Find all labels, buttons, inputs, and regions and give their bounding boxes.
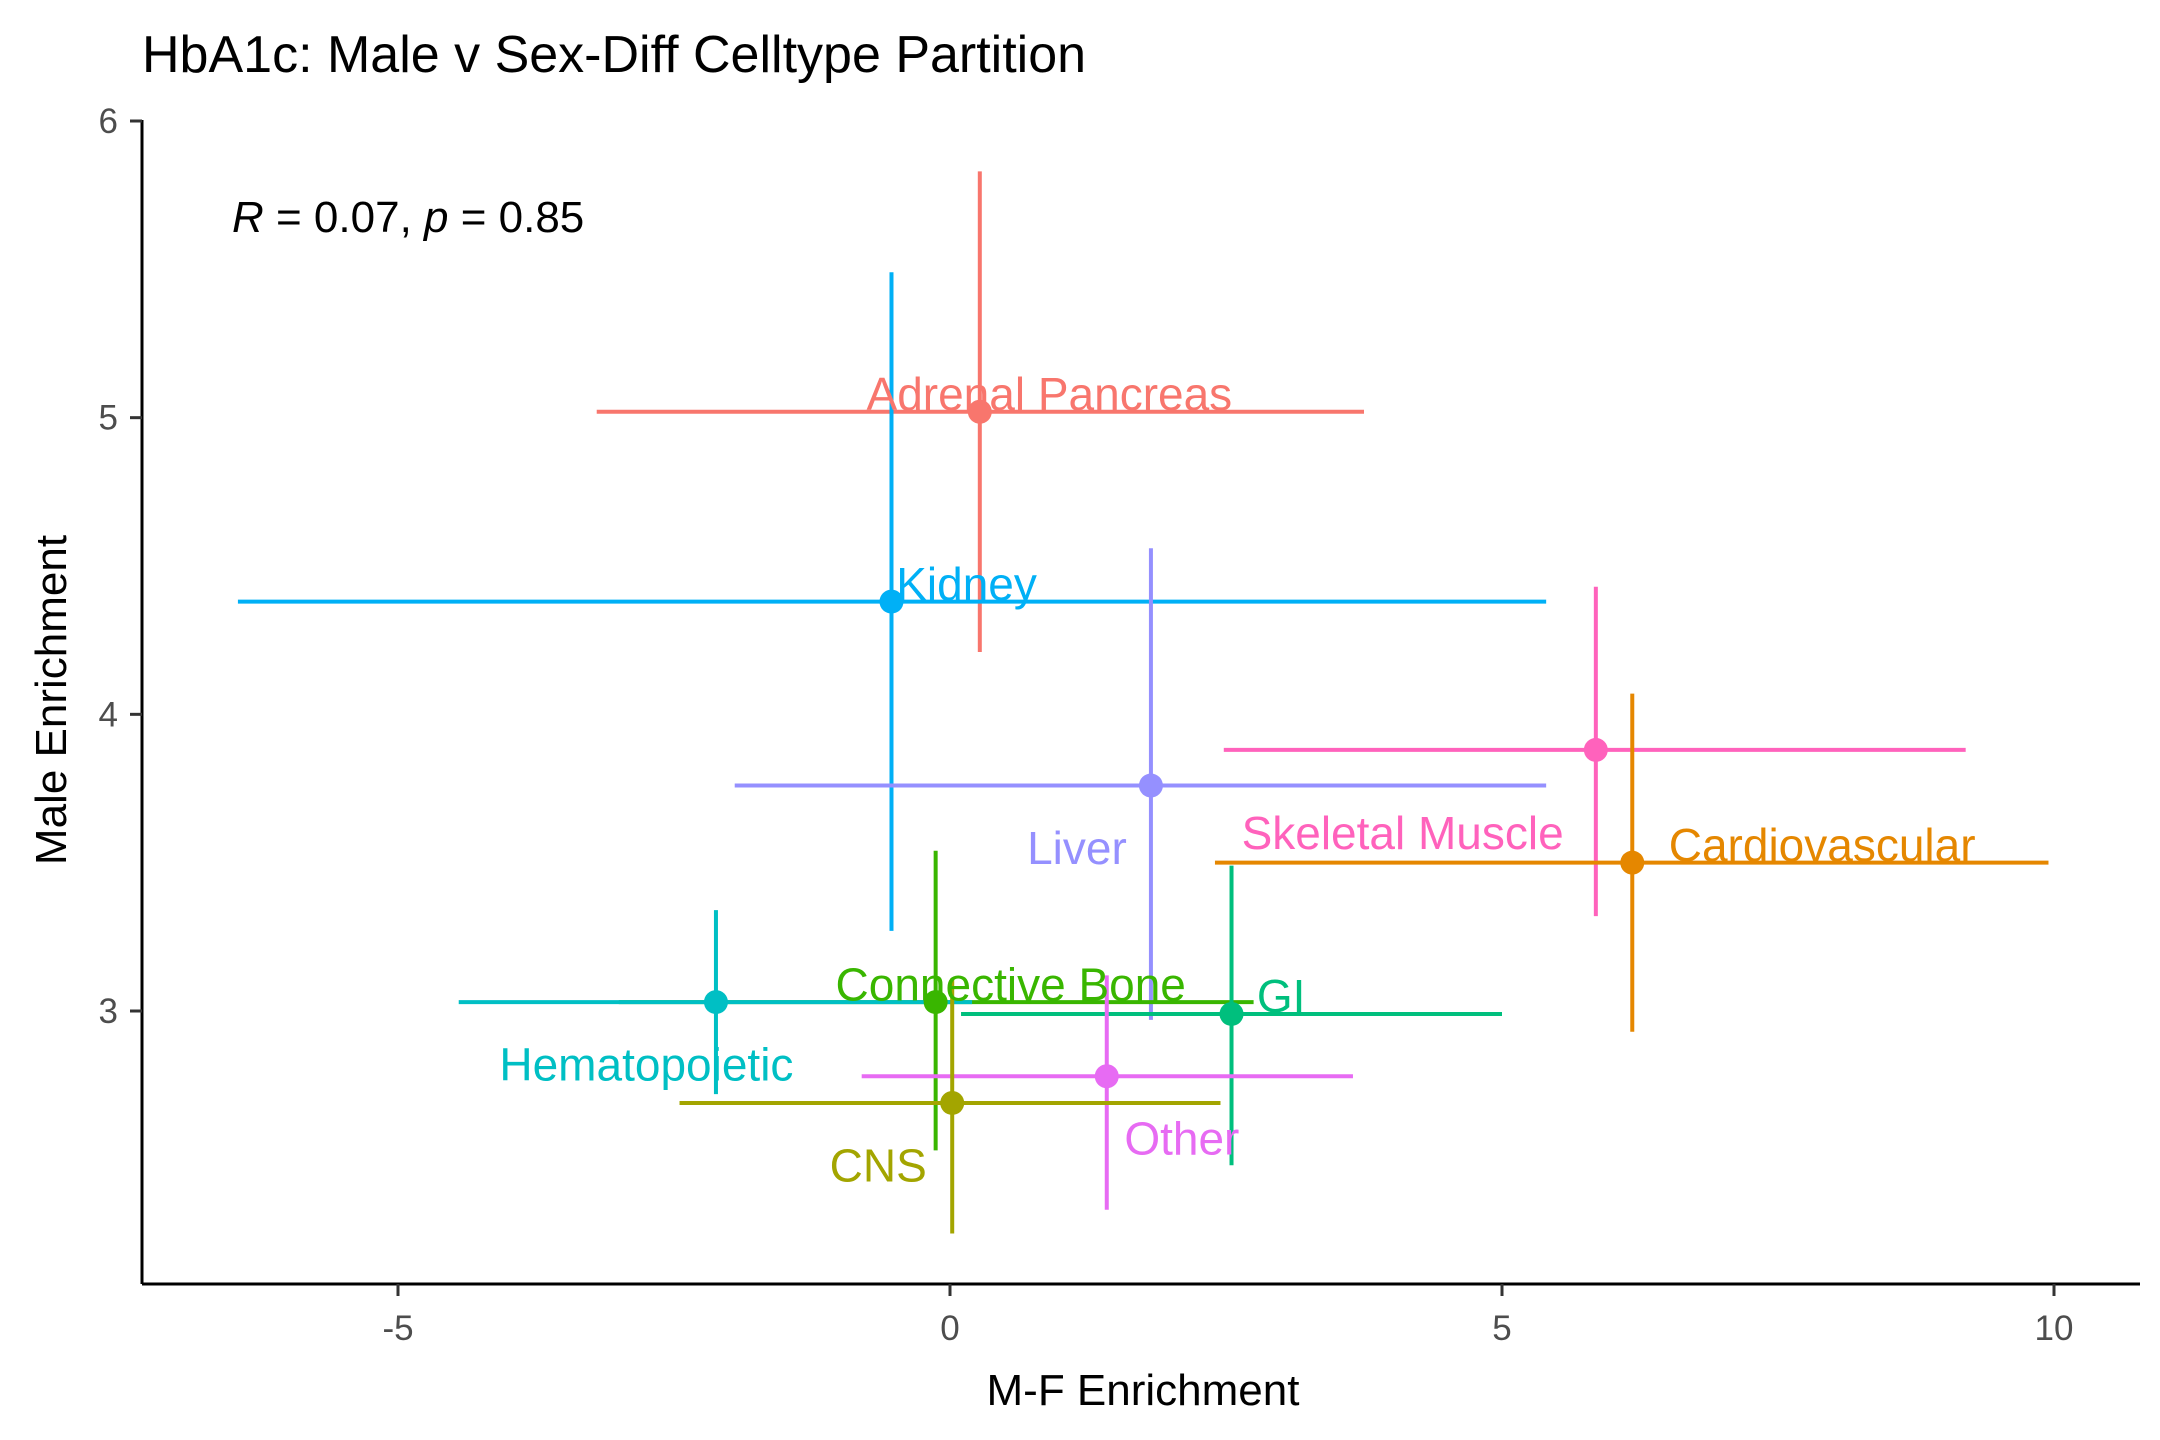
point-skeletal-muscle xyxy=(1583,737,1608,762)
p-symbol: p xyxy=(422,193,448,242)
point-labels: Adrenal Pancreas Kidney Liver Skeletal Musc… xyxy=(499,368,1975,1191)
point-label-kidney: Kidney xyxy=(896,558,1037,610)
point-label-adrenal-pancreas: Adrenal Pancreas xyxy=(867,368,1233,420)
r-value: = 0.07, xyxy=(264,193,424,242)
axes: -5 0 5 10 3 4 5 6 xyxy=(99,102,2140,1348)
point-cns xyxy=(940,1090,965,1115)
p-value: = 0.85 xyxy=(449,193,585,242)
y-axis-title: Male Enrichment xyxy=(27,535,76,865)
data-points xyxy=(703,399,1645,1115)
y-ticks: 3 4 5 6 xyxy=(99,102,142,1031)
point-hematopoietic xyxy=(703,990,728,1015)
chart-title: HbA1c: Male v Sex-Diff Celltype Partitio… xyxy=(142,26,1086,84)
point-connective-bone xyxy=(923,990,948,1015)
x-tick-label: 10 xyxy=(2035,1309,2074,1348)
point-label-other: Other xyxy=(1124,1113,1239,1165)
point-label-hematopoietic: Hematopoietic xyxy=(499,1038,793,1090)
point-label-cardiovascular: Cardiovascular xyxy=(1669,819,1976,871)
point-kidney xyxy=(879,589,904,614)
x-axis-title: M-F Enrichment xyxy=(987,1366,1300,1415)
y-tick-label: 5 xyxy=(99,399,118,438)
point-label-connective-bone: Connective Bone xyxy=(836,958,1186,1010)
svg-text:R = 0.07, p = 0.85: R = 0.07, p = 0.85 xyxy=(232,193,584,242)
x-tick-label: 5 xyxy=(1492,1309,1511,1348)
x-ticks: -5 0 5 10 xyxy=(382,1284,2073,1348)
point-adrenal-pancreas xyxy=(967,399,992,424)
annotation: R = 0.07, p = 0.85 xyxy=(232,193,584,242)
point-label-skeletal-muscle: Skeletal Muscle xyxy=(1242,807,1564,859)
x-tick-label: 0 xyxy=(940,1309,959,1348)
y-tick-label: 3 xyxy=(99,992,118,1031)
point-label-cns: CNS xyxy=(830,1139,927,1191)
point-other xyxy=(1094,1064,1119,1089)
point-liver xyxy=(1138,773,1163,798)
x-tick-label: -5 xyxy=(382,1309,413,1348)
point-label-liver: Liver xyxy=(1027,822,1127,874)
y-tick-label: 4 xyxy=(99,695,118,734)
point-gi xyxy=(1219,1001,1244,1026)
r-symbol: R xyxy=(232,193,264,242)
y-tick-label: 6 xyxy=(99,102,118,141)
point-cardiovascular xyxy=(1620,850,1645,875)
point-label-gi: GI xyxy=(1257,970,1306,1022)
